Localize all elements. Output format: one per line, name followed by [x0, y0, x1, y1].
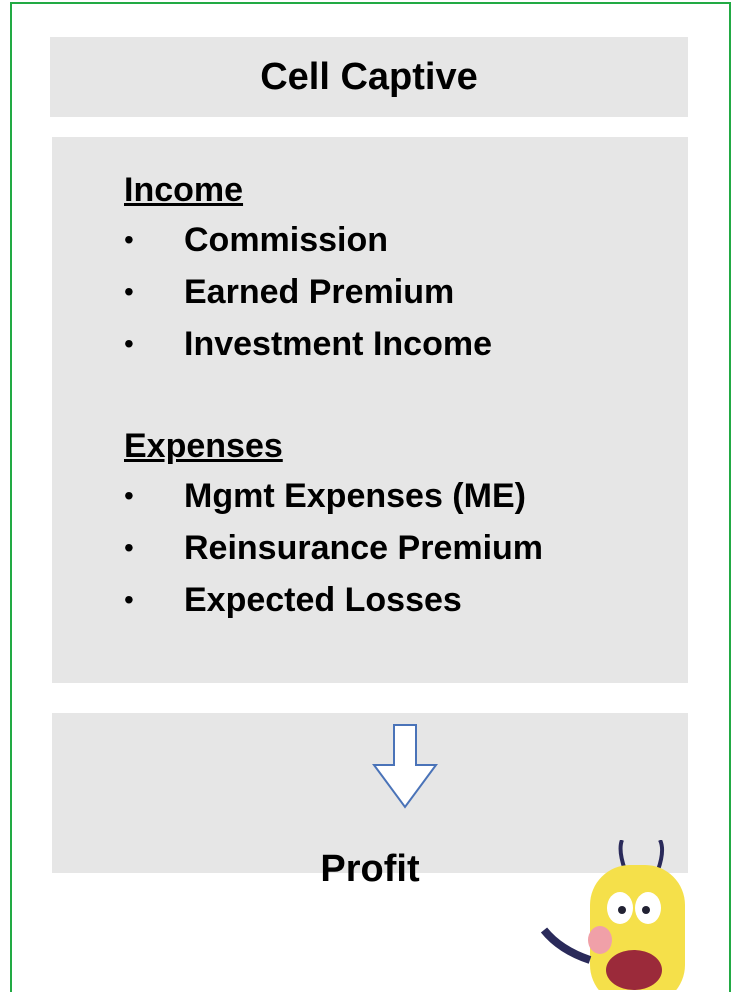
section: Income • Commission • Earned Premium • Inve… — [124, 171, 492, 370]
item-text: Investment Income — [184, 325, 492, 363]
item: • Expected Losses — [124, 574, 543, 626]
item: • Earned Premium — [124, 266, 492, 318]
title: Cell Captive — [50, 37, 688, 117]
section: Expenses • Mgmt Expenses (ME) • Reinsuranc… — [124, 427, 543, 626]
item-text: Commission — [184, 221, 389, 259]
arrow — [372, 724, 438, 809]
item: • Investment Income — [124, 318, 492, 370]
item: • Commission — [124, 214, 492, 266]
item-text: Earned Premium — [184, 273, 455, 311]
result: Profit — [320, 848, 420, 890]
heading: Income — [124, 171, 244, 209]
heading: Expenses — [124, 427, 283, 465]
item: • Reinsurance Premium — [124, 522, 543, 574]
item-text: Reinsurance Premium — [184, 529, 544, 567]
result-box: Profit — [52, 713, 688, 890]
item: • Mgmt Expenses (ME) — [124, 470, 543, 522]
frame — [10, 2, 731, 992]
mascot — [540, 840, 685, 990]
content-box: Income • Commission • Earned Premium • Inve… — [52, 137, 688, 683]
item-text: Mgmt Expenses (ME) — [184, 477, 526, 515]
item-text: Expected Losses — [184, 581, 462, 619]
